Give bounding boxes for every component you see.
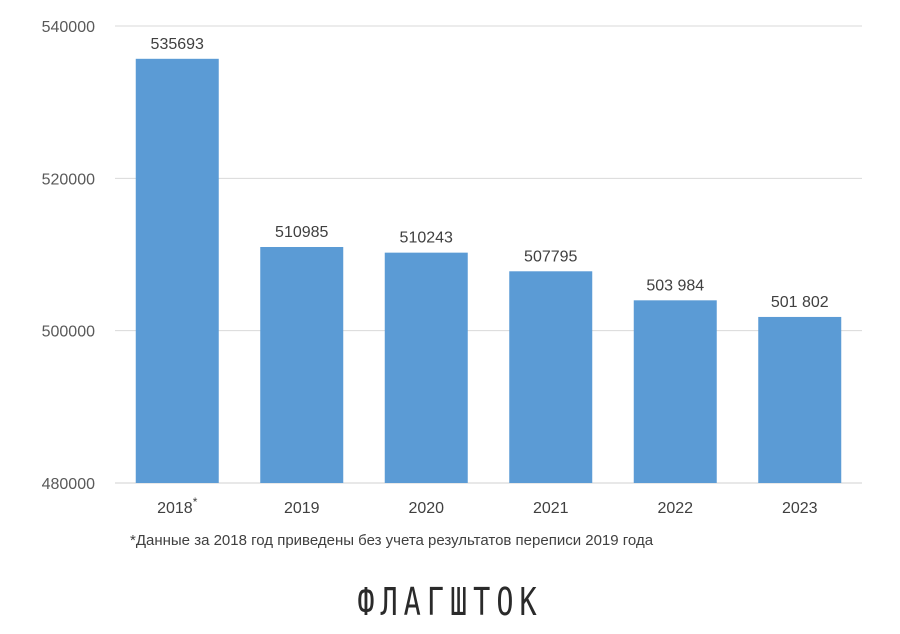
bar-2018 xyxy=(135,58,219,483)
data-label: 535693 xyxy=(151,36,204,53)
bar-2021 xyxy=(509,271,593,483)
x-tick-label: 2018* xyxy=(157,495,198,517)
bar-chart: 480000 500000 520000 540000 535693 510985 510… xyxy=(42,19,862,517)
bar-2019 xyxy=(260,246,344,483)
data-label: 507795 xyxy=(524,248,577,265)
gridlines xyxy=(115,25,862,484)
bars xyxy=(135,58,842,483)
y-tick-label: 540000 xyxy=(42,19,95,36)
data-label: 510985 xyxy=(275,224,328,241)
x-axis-ticks: 2018* 2019 2020 2021 2022 2023 xyxy=(157,495,818,517)
y-tick-label: 520000 xyxy=(42,171,95,188)
logo: ФЛАГШТОК xyxy=(357,580,543,624)
bar-2023 xyxy=(758,316,842,483)
footnote: *Данные за 2018 год приведены без учета … xyxy=(130,532,654,549)
y-tick-label: 480000 xyxy=(42,476,95,493)
x-tick-label: 2021 xyxy=(533,500,569,517)
x-tick-label: 2019 xyxy=(284,500,320,517)
x-tick-label: 2020 xyxy=(408,500,444,517)
x-tick-label: 2023 xyxy=(782,500,818,517)
y-tick-label: 500000 xyxy=(42,324,95,341)
bar-2022 xyxy=(633,300,717,483)
footnote-mark: * xyxy=(193,495,198,509)
data-label: 501 802 xyxy=(771,294,829,311)
data-label: 510243 xyxy=(400,230,453,247)
y-axis-ticks: 480000 500000 520000 540000 xyxy=(42,19,95,493)
data-labels: 535693 510985 510243 507795 503 984 501 802 xyxy=(151,36,829,311)
x-tick-label: 2022 xyxy=(657,500,693,517)
bar-2020 xyxy=(384,252,468,483)
data-label: 503 984 xyxy=(646,277,704,294)
